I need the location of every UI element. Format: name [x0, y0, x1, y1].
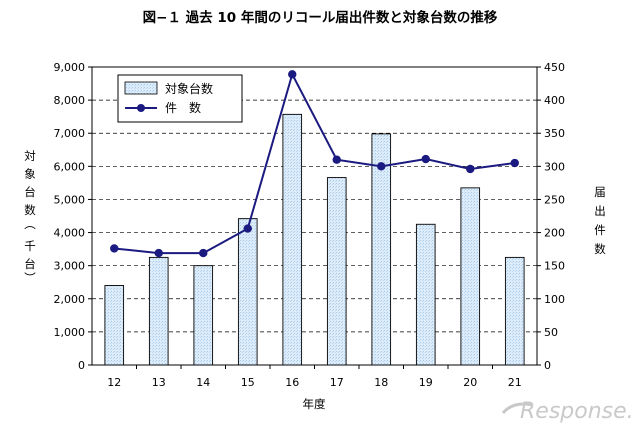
- line-point: [377, 162, 386, 171]
- axis-label-char: ︶: [24, 271, 36, 285]
- x-tick-label: 17: [330, 376, 344, 389]
- line-point: [466, 164, 475, 174]
- left-axis-ticks: 0 1,000 2,000 3,000 4,000 5,000 6,000 7,000 8,00…: [54, 61, 92, 372]
- bar: [371, 133, 392, 366]
- y-right-tick-label: 200: [544, 227, 565, 240]
- x-tick-label: 12: [107, 376, 121, 389]
- x-tick-label: 19: [419, 376, 433, 389]
- y-right-tick-label: 300: [544, 160, 565, 173]
- x-axis-label: 年度: [303, 397, 326, 411]
- bar: [504, 256, 525, 366]
- axis-label-char: 出: [594, 204, 606, 218]
- bar: [415, 223, 436, 366]
- bar: [237, 218, 258, 366]
- y-left-tick-label: 0: [78, 359, 85, 372]
- line-series: [110, 70, 519, 258]
- axis-label-char: 象: [24, 167, 36, 181]
- y-right-tick-label: 50: [544, 326, 558, 339]
- bar: [148, 256, 169, 366]
- x-tick-label: 20: [463, 376, 477, 389]
- x-tick-label: 16: [285, 376, 299, 389]
- line-path: [114, 71, 515, 255]
- y-left-tick-label: 9,000: [54, 61, 86, 74]
- x-axis-ticks: 12 13 14 15 16 17 18 19 20 21: [107, 365, 522, 389]
- y-right-tick-label: 150: [544, 260, 565, 273]
- axis-label-char: 台: [24, 185, 36, 199]
- y-axis-label-right: 届出件数: [594, 185, 606, 256]
- y-right-tick-label: 250: [544, 193, 565, 206]
- y-left-tick-label: 2,000: [54, 293, 86, 306]
- bar: [460, 187, 481, 366]
- y-left-tick-label: 4,000: [54, 227, 86, 240]
- watermark-swoosh-icon: [501, 402, 534, 415]
- legend-bar-swatch: [124, 81, 158, 95]
- line-point: [154, 248, 163, 258]
- y-right-tick-label: 450: [544, 61, 565, 74]
- axis-label-char: 数: [594, 242, 606, 256]
- x-tick-label: 14: [196, 376, 210, 389]
- chart-title: 図−１ 過去 10 年間のリコール届出件数と対象台数の推移: [143, 9, 498, 26]
- right-axis-ticks: 0 50 100 150 200 250 300 350 400 450: [537, 61, 565, 372]
- y-right-tick-label: 100: [544, 293, 565, 306]
- watermark-text: Response.: [520, 399, 634, 424]
- line-point: [332, 155, 341, 164]
- line-point: [421, 154, 430, 164]
- line-point: [243, 224, 252, 233]
- bar: [104, 285, 125, 366]
- bar: [193, 265, 214, 366]
- x-tick-label: 13: [152, 376, 166, 389]
- line-point: [199, 248, 208, 258]
- bar: [326, 177, 347, 366]
- y-left-tick-label: 8,000: [54, 94, 86, 107]
- watermark: Response.: [501, 399, 634, 424]
- axis-label-char: 対: [24, 149, 36, 163]
- axis-label-char: 届: [594, 185, 606, 199]
- axis-label-char: 台: [24, 257, 36, 271]
- axis-label-char: 件: [594, 223, 606, 237]
- y-axis-label-left: 対象台数︵千台︶: [24, 149, 36, 285]
- x-tick-label: 18: [374, 376, 388, 389]
- axis-label-char: 数: [24, 203, 36, 217]
- y-right-tick-label: 400: [544, 94, 565, 107]
- legend-line-label: 件 数: [165, 100, 201, 115]
- y-right-tick-label: 350: [544, 127, 565, 140]
- bar-series: [104, 113, 525, 366]
- legend-bar-label: 対象台数: [165, 81, 213, 96]
- bar: [282, 113, 303, 366]
- y-left-tick-label: 6,000: [54, 160, 86, 173]
- x-tick-label: 15: [241, 376, 255, 389]
- legend: 対象台数 件 数: [117, 74, 243, 123]
- legend-line-marker: [137, 104, 145, 112]
- y-left-tick-label: 7,000: [54, 127, 86, 140]
- y-left-tick-label: 5,000: [54, 193, 86, 206]
- y-right-tick-label: 0: [544, 359, 551, 372]
- axis-label-char: ︵: [24, 217, 36, 231]
- axis-label-char: 千: [24, 239, 36, 253]
- y-left-tick-label: 1,000: [54, 326, 86, 339]
- x-tick-label: 21: [508, 376, 522, 389]
- line-point: [110, 244, 119, 253]
- line-point: [288, 70, 297, 79]
- line-point: [510, 158, 519, 168]
- y-left-tick-label: 3,000: [54, 260, 86, 273]
